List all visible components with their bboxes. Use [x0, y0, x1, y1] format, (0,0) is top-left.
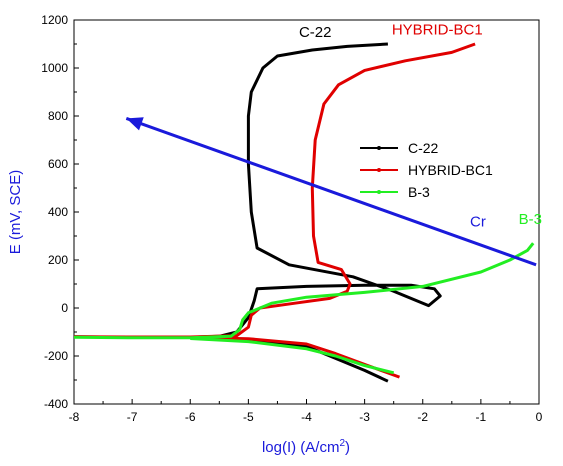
y-tick-label: 1200	[41, 13, 68, 27]
x-tick-label: -4	[301, 410, 312, 424]
y-tick-label: 800	[48, 109, 68, 123]
series-line-b-3	[73, 242, 535, 340]
arrow-layer	[125, 116, 537, 267]
annotation-hybrid-bc1: HYBRID-BC1	[392, 21, 483, 38]
y-tick-label: -200	[44, 349, 68, 363]
plot-area: -8 -7 -6 -5 -4 -3 -2 -1 0 -400 -200 0 200 400 600 800 1…	[41, 13, 542, 424]
series-line-c-22	[73, 42, 442, 339]
cr-arrow-line	[125, 116, 537, 267]
series-layer	[73, 42, 535, 383]
legend-marker	[377, 168, 381, 172]
y-tick-label: 400	[48, 205, 68, 219]
x-tick-label: -7	[127, 410, 138, 424]
legend: C-22 HYBRID-BC1 B-3	[360, 140, 493, 200]
y-tick-label: 0	[61, 301, 68, 315]
x-tick-label: -1	[476, 410, 487, 424]
y-tick-label: 600	[48, 157, 68, 171]
x-tick-label: -5	[243, 410, 254, 424]
series-cathodic-c-22	[190, 336, 389, 383]
annotation-layer: C-22 HYBRID-BC1 B-3 Cr	[299, 21, 542, 230]
annotation-cr: Cr	[470, 213, 486, 230]
series-line-hybrid-bc1	[73, 42, 476, 339]
annotation-b-3: B-3	[519, 211, 542, 228]
y-tick-label: -400	[44, 397, 68, 411]
y-tick-label: 1000	[41, 61, 68, 75]
legend-label: HYBRID-BC1	[408, 162, 493, 178]
legend-marker	[377, 146, 381, 150]
legend-marker	[377, 190, 381, 194]
x-tick-label: -2	[417, 410, 428, 424]
x-tick-label: 0	[536, 410, 543, 424]
x-axis-ticks: -8 -7 -6 -5 -4 -3 -2 -1 0	[69, 399, 543, 424]
legend-label: C-22	[408, 140, 439, 156]
x-tick-label: -8	[69, 410, 80, 424]
x-tick-label: -6	[185, 410, 196, 424]
annotation-c-22: C-22	[299, 24, 332, 41]
y-axis-label: E (mV, SCE)	[7, 170, 24, 254]
cr-arrow-head	[126, 117, 144, 131]
series-cathodic-b-3	[190, 337, 395, 375]
y-tick-label: 200	[48, 253, 68, 267]
x-axis-label: log(I) (A/cm2)	[262, 438, 350, 456]
x-tick-label: -3	[359, 410, 370, 424]
y-axis-ticks: -400 -200 0 200 400 600 800 1000 1200	[41, 13, 79, 411]
legend-label: B-3	[408, 184, 430, 200]
